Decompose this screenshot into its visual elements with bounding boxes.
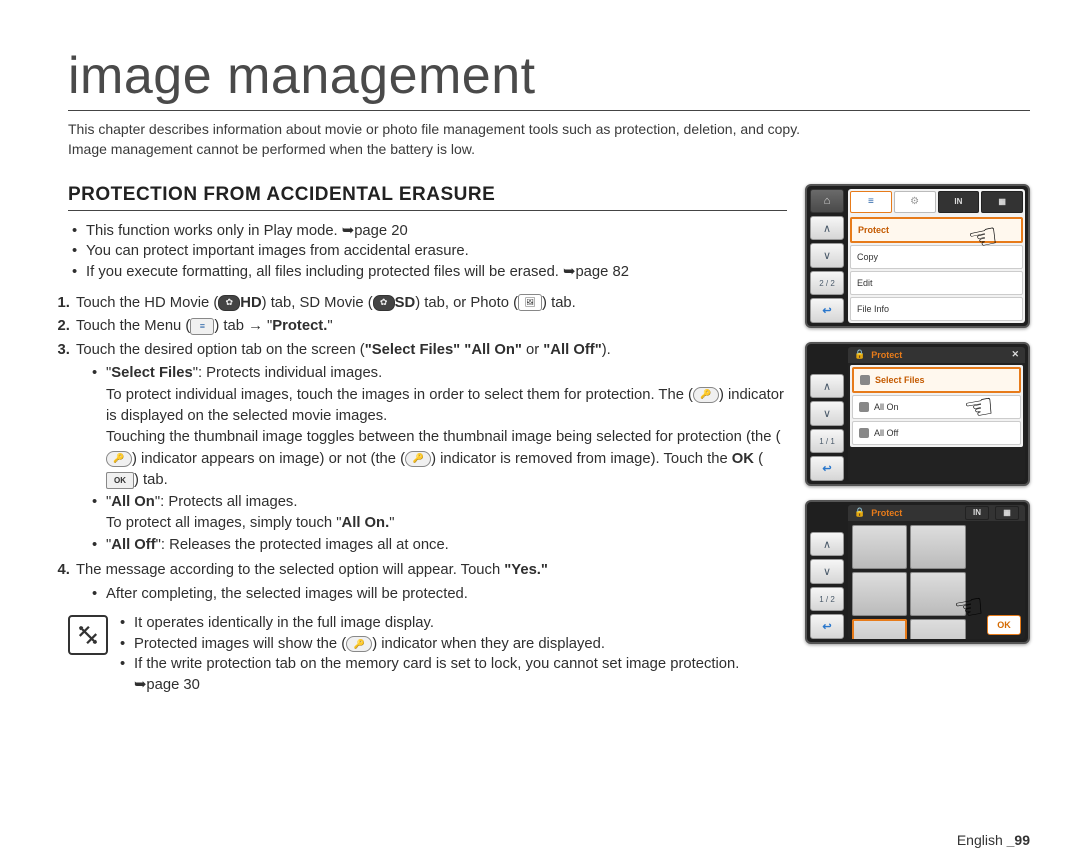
thumbnail[interactable]: [910, 572, 965, 616]
note-icon: [68, 615, 108, 655]
photo-icon: 🖼: [518, 294, 542, 311]
menu-edit[interactable]: Edit: [850, 271, 1023, 295]
thumbnail[interactable]: [852, 572, 907, 616]
option-select-files[interactable]: Select Files: [852, 367, 1021, 393]
section-title: PROTECTION FROM ACCIDENTAL ERASURE: [68, 184, 787, 211]
substep-item: "All Off": Releases the protected images…: [90, 535, 787, 556]
lcd-protect-options: ∧ ∨ 1 / 1 ↩ 🔒 Protect ✕ Select Files All…: [805, 342, 1030, 486]
tab-menu[interactable]: ≡: [850, 191, 892, 213]
page-indicator: 1 / 2: [810, 587, 844, 611]
substep-item: "Select Files": Protects individual imag…: [90, 363, 787, 492]
thumbnail[interactable]: [852, 525, 907, 569]
lock-icon: [859, 402, 869, 412]
lock-indicator-icon: 🔑: [405, 451, 431, 467]
step-item: Touch the desired option tab on the scre…: [74, 340, 787, 557]
thumbnail[interactable]: [910, 619, 965, 639]
lock-icon: 🔒: [854, 349, 865, 360]
page-footer: English _99: [957, 832, 1030, 848]
page-indicator: 2 / 2: [810, 271, 844, 295]
lock-indicator-icon: 🔑: [106, 451, 132, 467]
note-item: Protected images will show the (🔑) indic…: [118, 634, 787, 655]
gear-icon: ✿: [218, 295, 240, 311]
thumbnail[interactable]: [910, 525, 965, 569]
return-icon[interactable]: ↩: [810, 298, 844, 322]
down-arrow-icon[interactable]: ∨: [810, 243, 844, 267]
close-icon[interactable]: ✕: [1011, 349, 1019, 360]
note-box: It operates identically in the full imag…: [68, 613, 787, 696]
up-arrow-icon[interactable]: ∧: [810, 216, 844, 240]
tab-storage-card[interactable]: ▦: [995, 506, 1019, 520]
down-arrow-icon[interactable]: ∨: [810, 401, 844, 425]
note-item: If the write protection tab on the memor…: [118, 654, 787, 695]
lock-indicator-icon: 🔑: [693, 387, 719, 403]
up-arrow-icon[interactable]: ∧: [810, 374, 844, 398]
ok-icon: OK: [106, 472, 134, 489]
page-indicator: 1 / 1: [810, 429, 844, 453]
screenshots-column: ⌂ ∧ ∨ 2 / 2 ↩ ≡ ⚙ IN ▦ Protect Copy: [805, 184, 1030, 696]
tab-storage-card[interactable]: ▦: [981, 191, 1023, 213]
menu-file-info[interactable]: File Info: [850, 297, 1023, 321]
list-item: If you execute formatting, all files inc…: [68, 262, 787, 283]
list-item: You can protect important images from ac…: [68, 241, 787, 262]
tab-storage-in[interactable]: IN: [965, 506, 989, 520]
up-arrow-icon[interactable]: ∧: [810, 532, 844, 556]
menu-icon: ≡: [190, 318, 214, 335]
ok-button[interactable]: OK: [987, 615, 1021, 635]
lock-indicator-icon: 🔑: [346, 636, 372, 652]
option-all-on[interactable]: All On: [852, 395, 1021, 419]
lcd-menu: ⌂ ∧ ∨ 2 / 2 ↩ ≡ ⚙ IN ▦ Protect Copy: [805, 184, 1030, 328]
thumbnail-selected[interactable]: [852, 619, 907, 639]
page-title: image management: [68, 46, 1030, 111]
step-item: Touch the Menu (≡) tab → "Protect.": [74, 316, 787, 337]
down-arrow-icon[interactable]: ∨: [810, 559, 844, 583]
note-item: It operates identically in the full imag…: [118, 613, 787, 634]
option-all-off[interactable]: All Off: [852, 421, 1021, 445]
content-column: PROTECTION FROM ACCIDENTAL ERASURE This …: [68, 184, 787, 696]
menu-copy[interactable]: Copy: [850, 245, 1023, 269]
return-icon[interactable]: ↩: [810, 456, 844, 480]
thumb-icon: [860, 375, 870, 385]
dialog-header: 🔒 Protect ✕: [848, 347, 1025, 363]
tab-storage-in[interactable]: IN: [938, 191, 980, 213]
lcd-protect-thumbs: ∧ ∨ 1 / 2 ↩ 🔒 Protect IN ▦: [805, 500, 1030, 644]
tab-settings[interactable]: ⚙: [894, 191, 936, 213]
steps-list: Touch the HD Movie (✿HD) tab, SD Movie (…: [68, 293, 787, 605]
home-icon[interactable]: ⌂: [810, 189, 844, 213]
unlock-icon: [859, 428, 869, 438]
substep-item: After completing, the selected images wi…: [90, 584, 787, 605]
step-item: The message according to the selected op…: [74, 560, 787, 605]
gear-icon: ✿: [373, 295, 395, 311]
menu-protect[interactable]: Protect: [850, 217, 1023, 243]
substep-item: "All On": Protects all images. To protec…: [90, 492, 787, 535]
dialog-header: 🔒 Protect IN ▦: [848, 505, 1025, 521]
page-subtitle: This chapter describes information about…: [68, 119, 1030, 160]
lock-icon: 🔒: [854, 507, 865, 518]
return-icon[interactable]: ↩: [810, 614, 844, 638]
step-item: Touch the HD Movie (✿HD) tab, SD Movie (…: [74, 293, 787, 314]
intro-list: This function works only in Play mode. ➥…: [68, 221, 787, 283]
list-item: This function works only in Play mode. ➥…: [68, 221, 787, 242]
